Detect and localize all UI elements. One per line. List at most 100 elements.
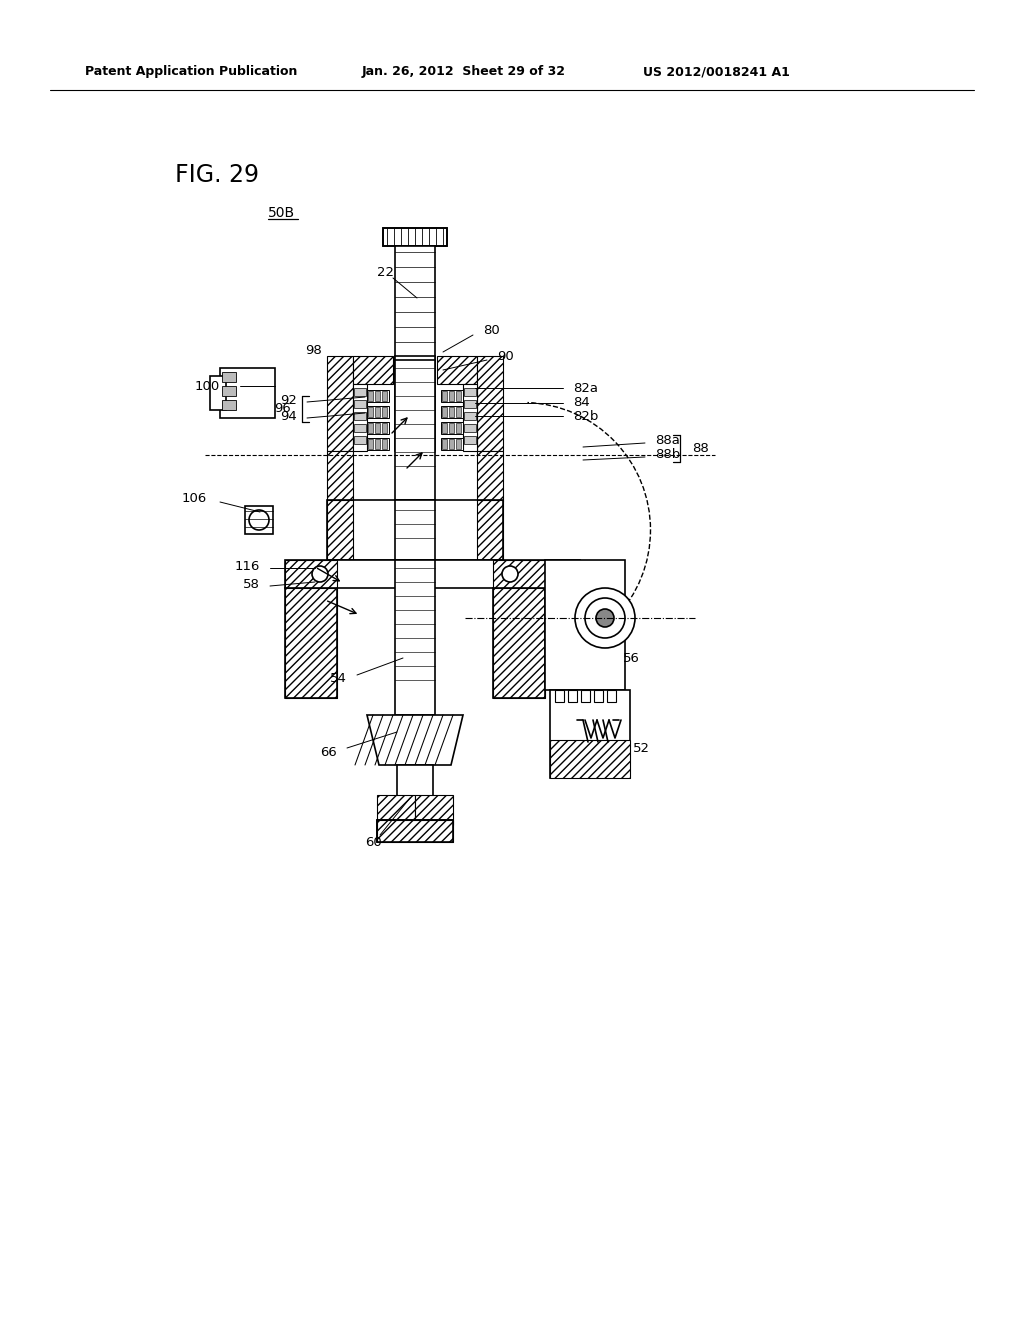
Bar [464, 388, 476, 396]
Bar [285, 560, 580, 587]
Circle shape [312, 566, 328, 582]
Bar [442, 391, 447, 401]
Bar [442, 407, 447, 417]
Bar [464, 424, 476, 432]
Text: Jan. 26, 2012  Sheet 29 of 32: Jan. 26, 2012 Sheet 29 of 32 [362, 66, 566, 78]
Bar [456, 407, 461, 417]
Bar [477, 356, 503, 451]
Bar [441, 407, 463, 418]
Bar [382, 407, 387, 417]
Bar [463, 384, 477, 451]
Bar [353, 384, 367, 451]
Bar [285, 587, 337, 698]
Bar [375, 407, 380, 417]
Bar [545, 560, 590, 649]
Bar [367, 389, 389, 403]
Text: 116: 116 [234, 560, 260, 573]
Text: 54: 54 [330, 672, 347, 685]
Bar [375, 391, 380, 401]
Polygon shape [367, 715, 463, 766]
Bar [415, 795, 453, 825]
Bar [395, 360, 435, 500]
Bar [367, 422, 389, 434]
Bar [397, 766, 433, 820]
Text: 90: 90 [497, 350, 514, 363]
Text: 82b: 82b [573, 409, 598, 422]
Text: 100: 100 [195, 380, 220, 392]
Bar [493, 587, 545, 698]
Bar [377, 820, 453, 842]
Bar [210, 376, 226, 411]
Circle shape [502, 566, 518, 582]
Bar [377, 820, 453, 842]
Bar [327, 451, 353, 502]
Circle shape [596, 609, 614, 627]
Bar [375, 440, 380, 449]
Bar [464, 436, 476, 444]
Circle shape [575, 587, 635, 648]
Bar [354, 412, 366, 420]
Bar [285, 587, 337, 698]
Bar [368, 391, 373, 401]
Bar [367, 407, 389, 418]
Text: 88b: 88b [655, 447, 680, 461]
Circle shape [585, 598, 625, 638]
Bar [449, 422, 454, 433]
Text: FIG. 29: FIG. 29 [175, 162, 259, 187]
Bar [368, 422, 373, 433]
Text: 82a: 82a [573, 381, 598, 395]
Bar [493, 560, 545, 587]
Bar [395, 560, 435, 715]
Bar [464, 412, 476, 420]
Bar [456, 440, 461, 449]
Bar [493, 587, 545, 698]
Text: 52: 52 [633, 742, 650, 755]
Text: 60: 60 [365, 837, 381, 850]
Bar [222, 385, 236, 396]
Text: 92: 92 [281, 393, 297, 407]
Bar [395, 246, 435, 366]
Bar [449, 407, 454, 417]
Bar [456, 422, 461, 433]
Bar [456, 391, 461, 401]
Bar [327, 500, 503, 560]
Text: 80: 80 [483, 323, 500, 337]
Bar [353, 356, 393, 384]
Bar [550, 741, 630, 777]
Circle shape [249, 510, 269, 531]
Text: 22: 22 [377, 267, 393, 280]
Bar [464, 400, 476, 408]
Bar [354, 400, 366, 408]
Bar [354, 424, 366, 432]
Bar [327, 356, 353, 451]
Bar [441, 422, 463, 434]
Text: US 2012/0018241 A1: US 2012/0018241 A1 [643, 66, 790, 78]
Bar [607, 690, 616, 702]
Bar [442, 440, 447, 449]
Text: 88: 88 [692, 441, 709, 454]
Bar [354, 388, 366, 396]
Bar [477, 500, 503, 560]
Bar [550, 690, 630, 777]
Text: 96: 96 [274, 403, 291, 416]
Bar [441, 438, 463, 450]
Bar [395, 500, 435, 560]
Bar [220, 368, 275, 418]
Bar [477, 451, 503, 502]
Text: 106: 106 [181, 491, 207, 504]
Bar [383, 228, 447, 246]
Bar [375, 422, 380, 433]
Text: 66: 66 [321, 746, 337, 759]
Bar [222, 372, 236, 381]
Bar [382, 440, 387, 449]
Bar [395, 356, 435, 451]
Bar [377, 820, 453, 842]
Text: 84: 84 [573, 396, 590, 409]
Bar [581, 690, 590, 702]
Bar [449, 440, 454, 449]
Text: Patent Application Publication: Patent Application Publication [85, 66, 297, 78]
Bar [594, 690, 603, 702]
Bar [555, 690, 564, 702]
Text: 58: 58 [243, 578, 260, 590]
Bar [368, 440, 373, 449]
